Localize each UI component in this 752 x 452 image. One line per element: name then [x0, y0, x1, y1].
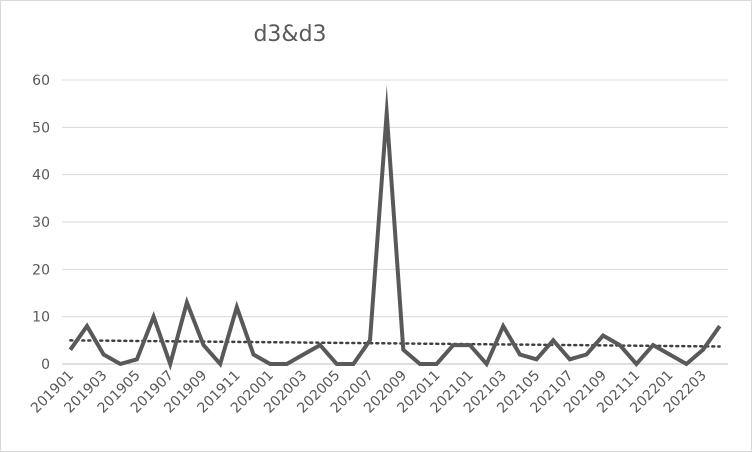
series-line: [68, 85, 722, 371]
y-tick-label: 30: [32, 215, 50, 231]
y-tick-label: 50: [32, 120, 50, 136]
y-tick-label: 40: [32, 168, 50, 184]
chart-title: d3&d3: [253, 22, 327, 47]
y-tick-label: 10: [32, 310, 50, 326]
y-tick-label: 20: [32, 262, 50, 278]
y-tick-label: 0: [41, 357, 50, 373]
y-tick-label: 60: [32, 73, 50, 89]
trendline: [69, 339, 721, 348]
